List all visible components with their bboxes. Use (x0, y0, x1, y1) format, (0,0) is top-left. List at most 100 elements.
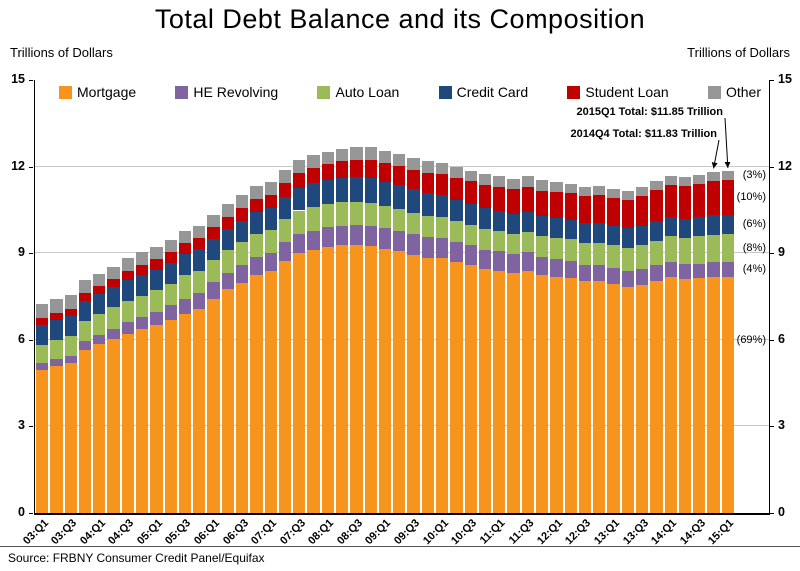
bar-segment-credit-card (150, 269, 163, 291)
bar-segment-student-loan (393, 166, 406, 186)
bar-segment-mortgage (193, 308, 206, 513)
bar-segment-student-loan (550, 192, 563, 218)
bar-segment-mortgage (621, 286, 634, 513)
x-axis-tick-label: 04:Q1 (77, 517, 108, 548)
bar-segment-other (307, 155, 320, 169)
annotation-text: 2014Q4 Total: $11.83 Trillion (570, 128, 717, 140)
bar-segment-student-loan (693, 184, 706, 217)
bar-segment-auto-loan (307, 207, 320, 231)
x-axis-tick-label: 12:Q1 (534, 517, 565, 548)
bar-segment-mortgage (221, 289, 234, 513)
x-axis-tick-label: 11:Q1 (478, 517, 508, 547)
legend: Mortgage HE Revolving Auto Loan Credit Card… (59, 84, 761, 100)
bar-segment-auto-loan (121, 300, 134, 323)
legend-label: Student Loan (585, 84, 669, 100)
bar-segment-auto-loan (93, 314, 106, 335)
x-axis-tick-label: 09:Q3 (391, 517, 423, 548)
bar-segment-he-revolving (493, 251, 506, 271)
bar-segment-other (636, 186, 649, 196)
bar-segment-mortgage (321, 246, 334, 513)
bar-segment-auto-loan (364, 202, 377, 226)
bar-segment-student-loan (607, 197, 620, 227)
bar-segment-auto-loan (621, 247, 634, 272)
bar-segment-he-revolving (393, 230, 406, 252)
bar-segment-student-loan (478, 184, 492, 209)
annotation-arrow (724, 117, 731, 168)
bar-segment-he-revolving (436, 237, 449, 258)
bar-segment-other (407, 157, 420, 170)
bar-segment-he-revolving (364, 225, 377, 246)
bar-segment-auto-loan (264, 230, 277, 254)
axis-tick (770, 513, 774, 514)
x-axis-tick-label: 05:Q3 (163, 517, 194, 548)
right-axis-caption: Trillions of Dollars (687, 45, 790, 60)
bar-segment-other (678, 177, 692, 187)
x-axis-tick-label: 15:Q1 (706, 517, 737, 548)
bar-segment-student-loan (707, 181, 720, 215)
bar-segment-he-revolving (193, 293, 206, 309)
bar-segment-other (464, 170, 477, 182)
x-axis-tick-label: 13:Q1 (591, 517, 623, 548)
bar-segment-credit-card (721, 214, 734, 235)
bar-segment-mortgage (407, 254, 420, 513)
bar-segment-student-loan (336, 161, 349, 178)
bar-segment-he-revolving (207, 282, 220, 299)
bar-segment-mortgage (293, 253, 306, 513)
legend-label: Auto Loan (335, 84, 400, 100)
bar-segment-auto-loan (507, 233, 520, 255)
x-axis-tick-label: 09:Q1 (363, 517, 394, 548)
bar-segment-student-loan (507, 189, 520, 214)
bar-segment-auto-loan (721, 234, 734, 263)
bar-segment-he-revolving (650, 265, 663, 281)
bar-segment-other (721, 170, 734, 181)
bar-segment-student-loan (293, 173, 306, 188)
x-axis-tick-label: 07:Q3 (277, 517, 308, 548)
bar-segment-mortgage (250, 275, 263, 513)
bar-segment-mortgage (564, 277, 577, 513)
bar-segment-auto-loan (164, 283, 177, 306)
bar-segment-credit-card (121, 280, 134, 301)
bar-segment-mortgage (36, 370, 49, 513)
share-label: (3%) (742, 168, 766, 181)
bar-segment-credit-card (336, 177, 349, 203)
legend-swatch-auto-loan (317, 85, 331, 99)
bar-segment-student-loan (593, 194, 606, 223)
bar-segment-student-loan (493, 186, 506, 211)
legend-item: Mortgage (59, 84, 136, 100)
bar-segment-student-loan (207, 227, 220, 240)
bar-segment-auto-loan (36, 345, 49, 364)
bar-segment-other (378, 150, 392, 164)
bar-segment-mortgage (164, 319, 177, 513)
legend-label: Credit Card (456, 84, 529, 100)
bar-segment-auto-loan (336, 202, 349, 226)
bar-segment-credit-card (578, 223, 592, 243)
bar-segment-other (607, 188, 620, 198)
bar-segment-student-loan (636, 195, 649, 226)
bar-segment-student-loan (221, 216, 234, 229)
bar-segment-he-revolving (121, 322, 134, 334)
bar-segment-mortgage (693, 278, 706, 513)
bar-segment-other (178, 230, 192, 244)
x-axis-tick-label: 12:Q3 (563, 517, 594, 548)
bar-segment-credit-card (193, 249, 206, 271)
bar-segment-credit-card (307, 183, 320, 208)
bar-segment-mortgage (336, 245, 349, 513)
bar-segment-credit-card (521, 211, 534, 232)
legend-item: Credit Card (438, 84, 529, 100)
bar-segment-other (450, 167, 463, 179)
bar-segment-mortgage (464, 264, 477, 513)
bar-segment-he-revolving (721, 262, 734, 278)
bar-segment-mortgage (378, 248, 392, 513)
bar-segment-credit-card (350, 177, 363, 202)
bar-segment-mortgage (136, 329, 149, 513)
bar-segment-other (93, 273, 106, 287)
bar-segment-student-loan (364, 159, 377, 178)
bar-segment-student-loan (64, 308, 77, 316)
bar-segment-student-loan (664, 185, 677, 218)
bar-segment-other (578, 186, 592, 197)
bar-segment-auto-loan (536, 235, 549, 257)
bar-segment-he-revolving (307, 230, 320, 251)
bar-segment-credit-card (564, 219, 577, 240)
bar-segment-student-loan (121, 270, 134, 281)
